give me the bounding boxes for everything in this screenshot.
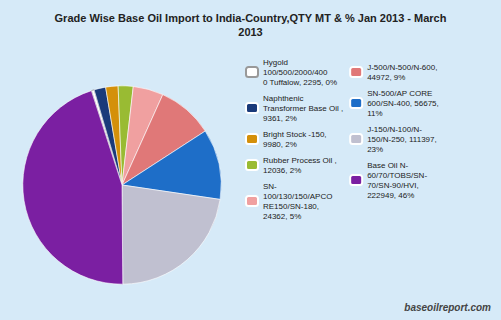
svg-text:Hygold: Hygold (263, 58, 288, 67)
svg-text:Rubber Process Oil ,: Rubber Process Oil , (263, 156, 337, 165)
svg-text:baseoilreport.com: baseoilreport.com (404, 302, 491, 313)
svg-text:100/130/150/APCO: 100/130/150/APCO (263, 192, 332, 201)
svg-text:11%: 11% (367, 109, 382, 118)
svg-text:J-500/N-500/N-600,: J-500/N-500/N-600, (367, 63, 437, 72)
svg-text:9361, 2%: 9361, 2% (263, 114, 297, 123)
svg-text:12036, 2%: 12036, 2% (263, 166, 301, 175)
svg-text:100/500/2000/400: 100/500/2000/400 (263, 68, 328, 77)
svg-text:SN-: SN- (263, 182, 277, 191)
svg-text:Bright Stock -150,: Bright Stock -150, (263, 130, 327, 139)
svg-text:600/SN-400, 56675,: 600/SN-400, 56675, (367, 99, 439, 108)
svg-text:70/SN-90/HVI,: 70/SN-90/HVI, (367, 181, 419, 190)
svg-text:24362, 5%: 24362, 5% (263, 212, 301, 221)
svg-text:150/N-250, 111397,: 150/N-250, 111397, (367, 135, 437, 144)
svg-text:23%: 23% (367, 145, 383, 154)
svg-text:RE150/SN-180,: RE150/SN-180, (263, 202, 319, 211)
svg-text:9980, 2%: 9980, 2% (263, 140, 297, 149)
svg-text:0 Tuffalow, 2295, 0%: 0 Tuffalow, 2295, 0% (263, 78, 337, 87)
svg-text:SN-500/AP CORE: SN-500/AP CORE (367, 89, 432, 98)
svg-text:Naphthenic: Naphthenic (263, 94, 303, 103)
svg-text:2013: 2013 (238, 26, 262, 38)
svg-text:Base Oil N-: Base Oil N- (367, 161, 408, 170)
svg-text:Transformer Base Oil ,: Transformer Base Oil , (263, 104, 343, 113)
svg-text:44972, 9%: 44972, 9% (367, 73, 405, 82)
svg-text:Grade Wise Base Oil Import to: Grade Wise Base Oil Import to India-Coun… (55, 12, 447, 24)
svg-text:222949, 46%: 222949, 46% (367, 191, 414, 200)
svg-text:60/70/TOBS/SN-: 60/70/TOBS/SN- (367, 171, 427, 180)
svg-text:J-150/N-100/N-: J-150/N-100/N- (367, 125, 422, 134)
